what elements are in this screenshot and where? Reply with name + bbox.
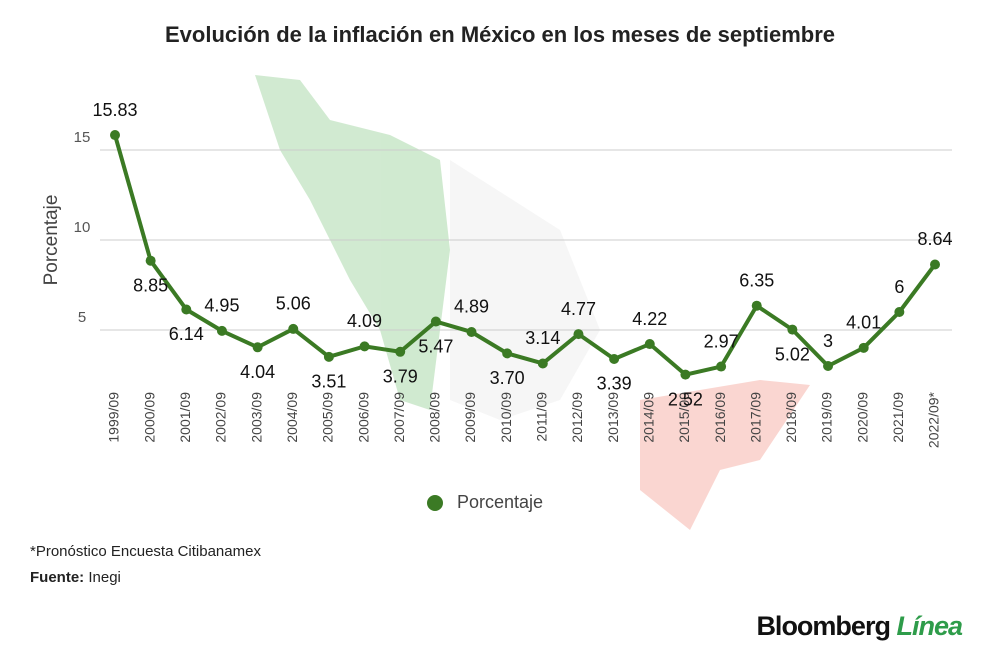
- source-name: Inegi: [88, 569, 121, 586]
- data-label: 4.77: [561, 299, 596, 319]
- map-shape: [640, 380, 810, 530]
- x-tick-label: 2007/09: [391, 392, 407, 443]
- point: [502, 348, 513, 359]
- data-label: 4.22: [632, 309, 667, 329]
- point: [430, 316, 441, 327]
- point: [930, 259, 940, 270]
- x-tick-label: 2015/09: [676, 392, 692, 443]
- y-tick-label: 10: [74, 219, 91, 236]
- data-label: 6.35: [739, 270, 774, 290]
- x-tick-label: 2017/09: [747, 392, 763, 443]
- source-label: Fuente:: [30, 569, 84, 586]
- x-tick-label: 2018/09: [783, 392, 799, 443]
- x-tick-label: 2004/09: [284, 392, 300, 443]
- data-label: 8.85: [133, 275, 168, 295]
- point: [466, 326, 477, 337]
- point: [609, 353, 620, 364]
- point: [110, 130, 120, 141]
- map-shape: [255, 75, 450, 410]
- data-label: 4.95: [204, 296, 239, 316]
- data-label: 3.14: [525, 328, 560, 348]
- chart-title: Evolución de la inflación en México en l…: [165, 22, 835, 47]
- data-label: 3.51: [311, 372, 346, 392]
- data-label: 3: [823, 331, 833, 351]
- x-tick-label: 2006/09: [355, 392, 371, 443]
- point: [145, 255, 156, 266]
- data-label: 6: [894, 277, 904, 297]
- data-label: 8.64: [917, 229, 952, 249]
- x-tick-label: 2005/09: [320, 392, 336, 443]
- data-label: 2.52: [668, 389, 703, 409]
- point: [288, 323, 299, 334]
- point: [537, 358, 548, 369]
- point: [680, 369, 691, 380]
- x-tick-label: 2021/09: [890, 392, 906, 443]
- point: [716, 361, 727, 372]
- x-tick-label: 2009/09: [462, 392, 478, 443]
- point: [359, 341, 370, 352]
- data-label: 3.70: [490, 368, 525, 388]
- point: [787, 324, 798, 335]
- y-axis-label: Porcentaje: [41, 195, 62, 286]
- x-tick-label: 2014/09: [640, 392, 656, 443]
- point: [823, 361, 834, 371]
- data-label: 5.02: [775, 344, 810, 364]
- data-label: 4.89: [454, 297, 489, 317]
- legend-marker: [427, 495, 443, 511]
- point: [751, 300, 762, 311]
- x-tick-label: 2000/09: [141, 392, 157, 443]
- point: [252, 342, 263, 353]
- x-tick-label: 2010/09: [498, 392, 514, 443]
- point: [894, 307, 905, 317]
- data-label: 5.47: [418, 336, 453, 356]
- logo-accent: Línea: [896, 611, 963, 641]
- x-tick-label: 2002/09: [213, 392, 229, 443]
- point: [573, 329, 584, 340]
- source: Fuente: Inegi: [30, 569, 121, 586]
- x-tick-label: 2003/09: [248, 392, 264, 443]
- point: [644, 339, 655, 350]
- x-tick-label: 1999/09: [106, 392, 122, 443]
- data-label: 4.01: [846, 313, 881, 333]
- x-tick-label: 2012/09: [569, 392, 585, 443]
- data-label: 6.14: [169, 324, 204, 344]
- background-map: [255, 75, 810, 530]
- x-tick-label: 2001/09: [177, 392, 193, 443]
- data-label: 4.04: [240, 362, 275, 382]
- logo-main: Bloomberg: [756, 611, 890, 641]
- point: [216, 325, 227, 336]
- point: [181, 304, 192, 315]
- y-tick-label: 15: [74, 129, 91, 146]
- x-tick-label: 2016/09: [712, 392, 728, 443]
- logo: Bloomberg Línea: [756, 611, 963, 641]
- x-tick-label: 2020/09: [854, 392, 870, 443]
- data-label: 2.97: [704, 331, 739, 351]
- point: [323, 351, 334, 362]
- footnote: *Pronóstico Encuesta Citibanamex: [30, 543, 261, 560]
- data-label: 3.79: [383, 367, 418, 387]
- data-label: 4.09: [347, 311, 382, 331]
- line: [113, 134, 937, 377]
- y-tick-label: 5: [78, 309, 86, 326]
- x-tick-label: 2019/09: [819, 392, 835, 443]
- x-tick-label: 2011/09: [534, 392, 550, 442]
- legend-label: Porcentaje: [457, 492, 543, 512]
- x-tick-label: 2008/09: [427, 392, 443, 443]
- x-tick-label: 2022/09*: [926, 391, 942, 448]
- x-tick-label: 2013/09: [605, 392, 621, 443]
- point: [395, 346, 406, 357]
- map-shape: [450, 160, 600, 420]
- point: [858, 342, 869, 353]
- data-label: 3.39: [597, 374, 632, 394]
- data-label: 5.06: [276, 294, 311, 314]
- data-label: 15.83: [92, 100, 137, 120]
